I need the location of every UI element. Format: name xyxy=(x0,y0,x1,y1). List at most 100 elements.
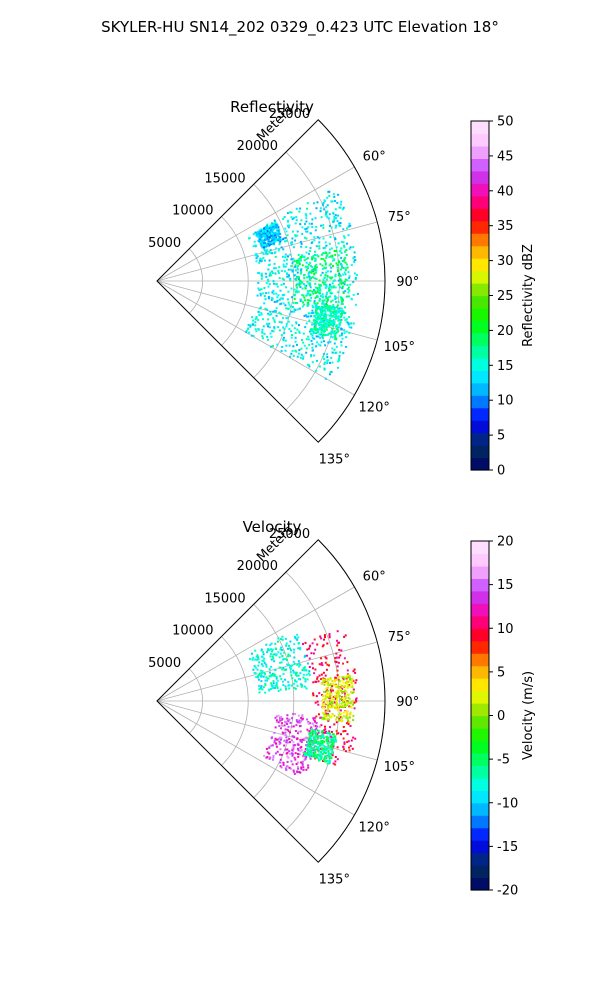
echo-gate xyxy=(323,259,326,262)
echo-gate xyxy=(267,648,270,651)
echo-gate xyxy=(338,681,341,683)
echo-gate xyxy=(279,738,282,741)
echo-gate xyxy=(320,333,323,336)
echo-gate xyxy=(288,303,291,306)
echo-gate xyxy=(348,680,351,683)
echo-gate xyxy=(324,241,327,244)
echo-gate xyxy=(297,352,300,355)
echo-gate xyxy=(294,730,297,732)
echo-gate xyxy=(305,227,308,230)
echo-gate xyxy=(323,737,325,740)
echo-gate xyxy=(275,677,278,680)
echo-gate xyxy=(286,298,289,301)
echo-gate xyxy=(348,713,351,716)
echo-gate xyxy=(307,263,310,266)
echo-gate xyxy=(328,634,331,637)
echo-gate xyxy=(336,746,339,749)
echo-gate xyxy=(318,241,321,244)
echo-gate xyxy=(319,289,322,292)
echo-gate xyxy=(318,299,321,302)
echo-gate xyxy=(267,312,269,315)
echo-gate xyxy=(270,224,273,226)
echo-gate xyxy=(329,694,331,696)
echo-gate xyxy=(264,298,267,301)
echo-gate xyxy=(313,321,316,324)
echo-gate xyxy=(338,357,341,359)
echo-gate xyxy=(321,716,324,719)
echo-gate xyxy=(325,736,328,739)
echo-gate xyxy=(267,243,270,246)
echo-gate xyxy=(260,236,263,239)
echo-gate xyxy=(332,762,335,765)
echo-gate xyxy=(346,741,349,743)
echo-gate xyxy=(296,286,299,289)
echo-gate xyxy=(288,313,291,316)
echo-gate xyxy=(259,235,262,238)
echo-gate xyxy=(284,227,287,230)
echo-gate xyxy=(342,662,344,665)
echo-gate xyxy=(323,308,326,311)
echo-gate xyxy=(307,739,310,742)
echo-gate xyxy=(322,681,325,684)
echo-gate xyxy=(294,239,297,242)
azimuth-spoke xyxy=(156,586,355,702)
echo-gate xyxy=(328,289,330,292)
echo-gate xyxy=(314,254,316,256)
echo-gate xyxy=(302,357,305,360)
echo-gate xyxy=(305,214,308,217)
echo-gate xyxy=(279,241,281,244)
echo-gate xyxy=(303,296,306,299)
echo-gate xyxy=(293,274,296,277)
echo-gate xyxy=(316,317,319,320)
echo-gate xyxy=(265,275,268,278)
echo-gate xyxy=(321,743,324,746)
echo-gate xyxy=(306,276,309,279)
echo-gate xyxy=(324,267,327,270)
echo-gate xyxy=(257,272,260,274)
echo-gate xyxy=(320,637,323,640)
echo-gate xyxy=(319,635,322,638)
echo-gate xyxy=(285,736,288,739)
echo-gate xyxy=(340,690,343,692)
echo-gate xyxy=(337,259,340,262)
echo-gate xyxy=(326,737,329,740)
echo-gate xyxy=(266,756,269,759)
echo-gate xyxy=(261,292,264,295)
echo-gate xyxy=(305,237,308,240)
echo-gate xyxy=(330,247,333,250)
echo-gate xyxy=(326,324,329,327)
echo-gate xyxy=(273,741,276,744)
echo-gate xyxy=(354,671,357,674)
echo-gate xyxy=(321,305,323,308)
echo-gate xyxy=(255,330,258,333)
echo-gate xyxy=(290,725,293,728)
echo-gate xyxy=(349,685,352,688)
echo-gate xyxy=(313,277,316,280)
echo-gate xyxy=(316,725,319,728)
echo-gate xyxy=(302,676,305,679)
echo-gate xyxy=(338,686,341,689)
echo-gate xyxy=(280,297,283,300)
echo-gate xyxy=(315,328,318,331)
echo-gate xyxy=(322,334,325,337)
echo-gate xyxy=(349,283,352,286)
echo-gate xyxy=(344,710,347,713)
echo-gate xyxy=(310,755,313,758)
echo-gate xyxy=(341,684,344,687)
echo-gate xyxy=(311,343,314,345)
echo-gate xyxy=(295,279,298,282)
echo-gate xyxy=(345,750,347,753)
echo-gate xyxy=(304,228,307,230)
colorbar-segment xyxy=(471,827,489,841)
echo-gate xyxy=(333,695,336,698)
echo-gate xyxy=(322,733,325,736)
echo-gate xyxy=(305,284,308,287)
echo-gate xyxy=(334,739,336,742)
echo-gate xyxy=(325,252,328,255)
echo-gate xyxy=(342,676,345,679)
echo-gate xyxy=(345,722,348,725)
echo-gate xyxy=(292,745,295,748)
colorbar-segment xyxy=(471,553,489,567)
echo-gate xyxy=(336,695,339,698)
echo-gate xyxy=(276,232,279,235)
